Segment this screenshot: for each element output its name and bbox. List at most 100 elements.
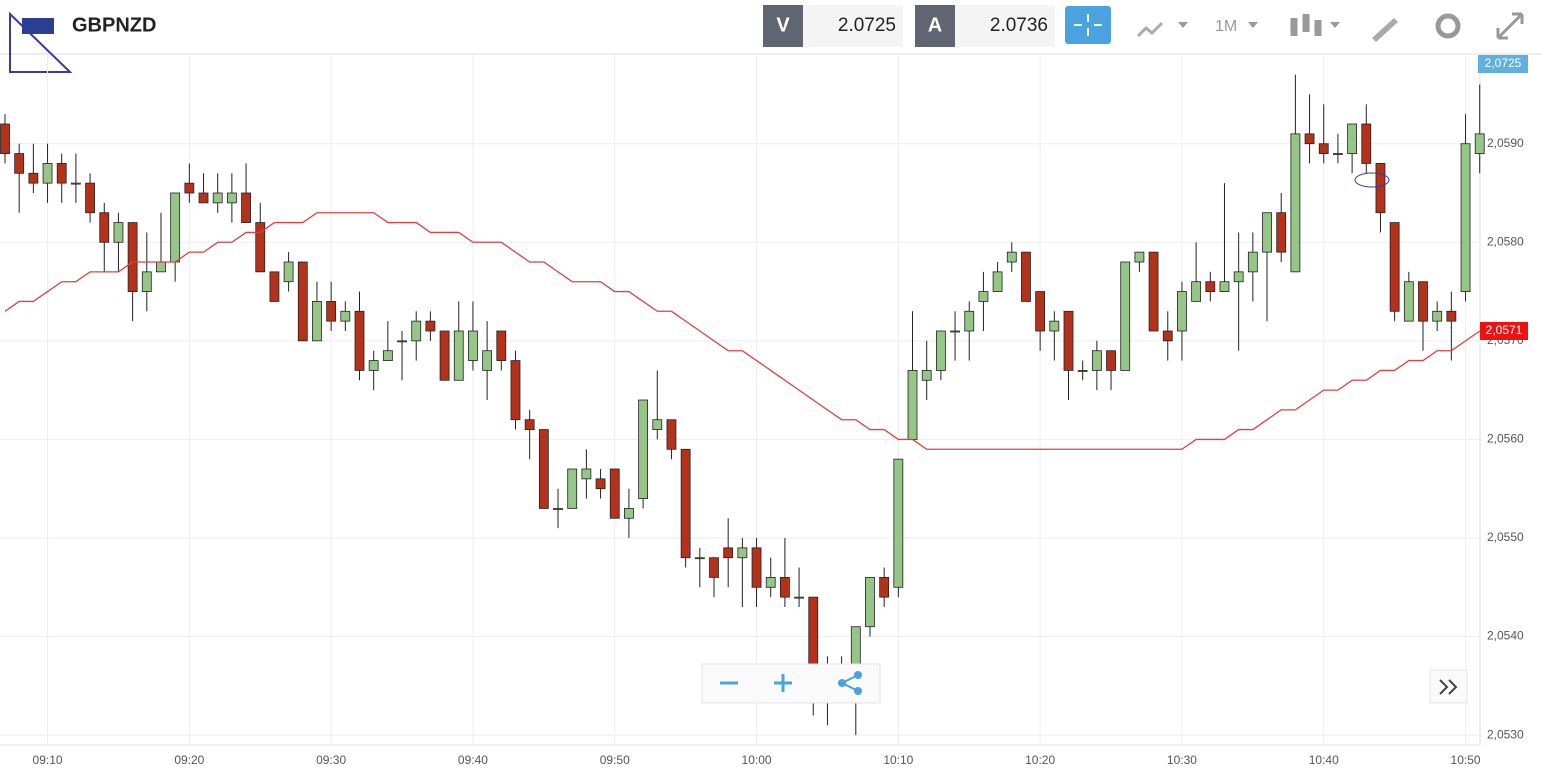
candle-body (765, 577, 776, 588)
candle-body (921, 370, 932, 381)
ask-button[interactable] (915, 5, 955, 47)
price-tag-box (1478, 55, 1528, 73)
chart-type-button[interactable] (1290, 14, 1322, 36)
candle-body (241, 192, 251, 223)
moving-average-line (4, 212, 1481, 450)
candle-body (113, 222, 124, 243)
indicator-button[interactable] (1136, 21, 1164, 38)
scroll-right-button[interactable] (1429, 669, 1468, 704)
candle-body (1120, 261, 1131, 371)
candle-body (1432, 310, 1443, 322)
candle-body (907, 370, 918, 440)
candle-body (1389, 222, 1400, 312)
crosshair-icon (1074, 14, 1102, 36)
candle-body (935, 330, 946, 371)
candle-body (1077, 370, 1088, 372)
bid-price: 2.0725 (838, 15, 896, 36)
candle-body (680, 448, 691, 559)
timeframe[interactable]: 1M (1215, 18, 1237, 35)
candle-body (624, 508, 634, 519)
candle-body (439, 330, 450, 381)
bid-label: V (776, 14, 790, 36)
candle-body (184, 182, 195, 194)
candle-body (1177, 291, 1187, 332)
candle-body (283, 261, 294, 283)
candle-body (1403, 281, 1414, 322)
bid-button[interactable] (763, 5, 803, 47)
price-tag: 2,0725 (1485, 56, 1522, 70)
candle-body (1233, 271, 1244, 283)
candle-body (723, 547, 734, 559)
candle-body (950, 330, 960, 333)
chevrons (1439, 679, 1458, 695)
dropdown-arrow (1330, 22, 1340, 28)
candle-body (595, 478, 606, 490)
y-tick-label: 2,0550 (1487, 530, 1524, 544)
candle-body (1006, 251, 1017, 263)
candle-body (85, 182, 95, 214)
candle-body (1290, 133, 1301, 273)
candle-body (865, 577, 875, 628)
x-tick-label: 09:20 (174, 753, 204, 767)
candle-body (1418, 281, 1428, 322)
dropdown-arrow (1178, 22, 1188, 28)
candle-body (1134, 251, 1145, 263)
annotation-ellipse (1354, 172, 1390, 188)
x-tick-label: 09:10 (33, 753, 63, 767)
candle-body (14, 153, 25, 174)
candle-body (425, 320, 436, 332)
candle-body (382, 350, 393, 361)
candle-body (56, 163, 67, 184)
candle-body (1049, 320, 1060, 332)
dropdown-arrow (1248, 22, 1258, 28)
crosshair-button[interactable] (1065, 6, 1111, 44)
candle-body (1460, 143, 1471, 292)
candle-body (1219, 281, 1230, 292)
share-dot (854, 687, 862, 695)
x-tick-label: 10:10 (883, 753, 913, 767)
candle-body (1375, 163, 1386, 214)
candle-body (780, 577, 790, 598)
candle-body (397, 340, 407, 343)
candle-body (269, 271, 280, 302)
candle-body (340, 310, 351, 322)
candle-body (297, 261, 308, 342)
draw-tool-button[interactable] (1372, 18, 1398, 42)
candle-body (1333, 153, 1343, 155)
flag-icon (22, 18, 54, 34)
candle-body (1021, 251, 1031, 302)
logo-triangle (9, 11, 73, 73)
candle-body (1474, 133, 1485, 154)
candle-body (652, 419, 663, 430)
candle-body (127, 222, 138, 292)
candle-body (567, 468, 578, 509)
candle-body (992, 271, 1003, 292)
ask-box (955, 5, 1055, 47)
candle-body (1106, 350, 1116, 371)
candle-body (141, 271, 152, 292)
candle-body (1304, 133, 1315, 145)
candle-body (879, 577, 890, 598)
candle-body (28, 172, 39, 184)
candle-body (312, 301, 322, 342)
candle-body (411, 320, 422, 342)
candle-body (368, 360, 379, 371)
x-tick-label: 10:20 (1025, 753, 1055, 767)
x-tick-label: 09:40 (458, 753, 488, 767)
candle-body (42, 163, 53, 184)
zoom-in-button[interactable] (774, 674, 792, 692)
candle-body (0, 123, 10, 154)
candle-body (198, 192, 209, 204)
candle-body (354, 310, 365, 371)
candle-body (482, 350, 493, 371)
fullscreen-button[interactable] (1496, 12, 1524, 40)
y-tick-label: 2,0560 (1487, 432, 1524, 446)
candle-body (99, 212, 110, 243)
candle-body (964, 310, 975, 332)
candle-body (156, 261, 166, 273)
candle-body (326, 301, 337, 322)
candle-body (538, 429, 549, 509)
settings-button[interactable] (1435, 13, 1461, 39)
